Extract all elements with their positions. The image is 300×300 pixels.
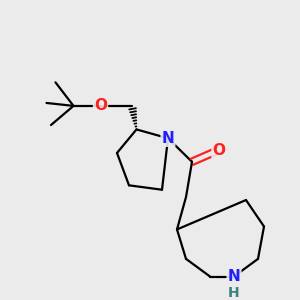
Text: O: O [94,98,107,113]
Text: N: N [228,269,240,284]
Text: O: O [212,142,226,158]
Text: H: H [228,286,240,300]
Text: N: N [162,131,174,146]
